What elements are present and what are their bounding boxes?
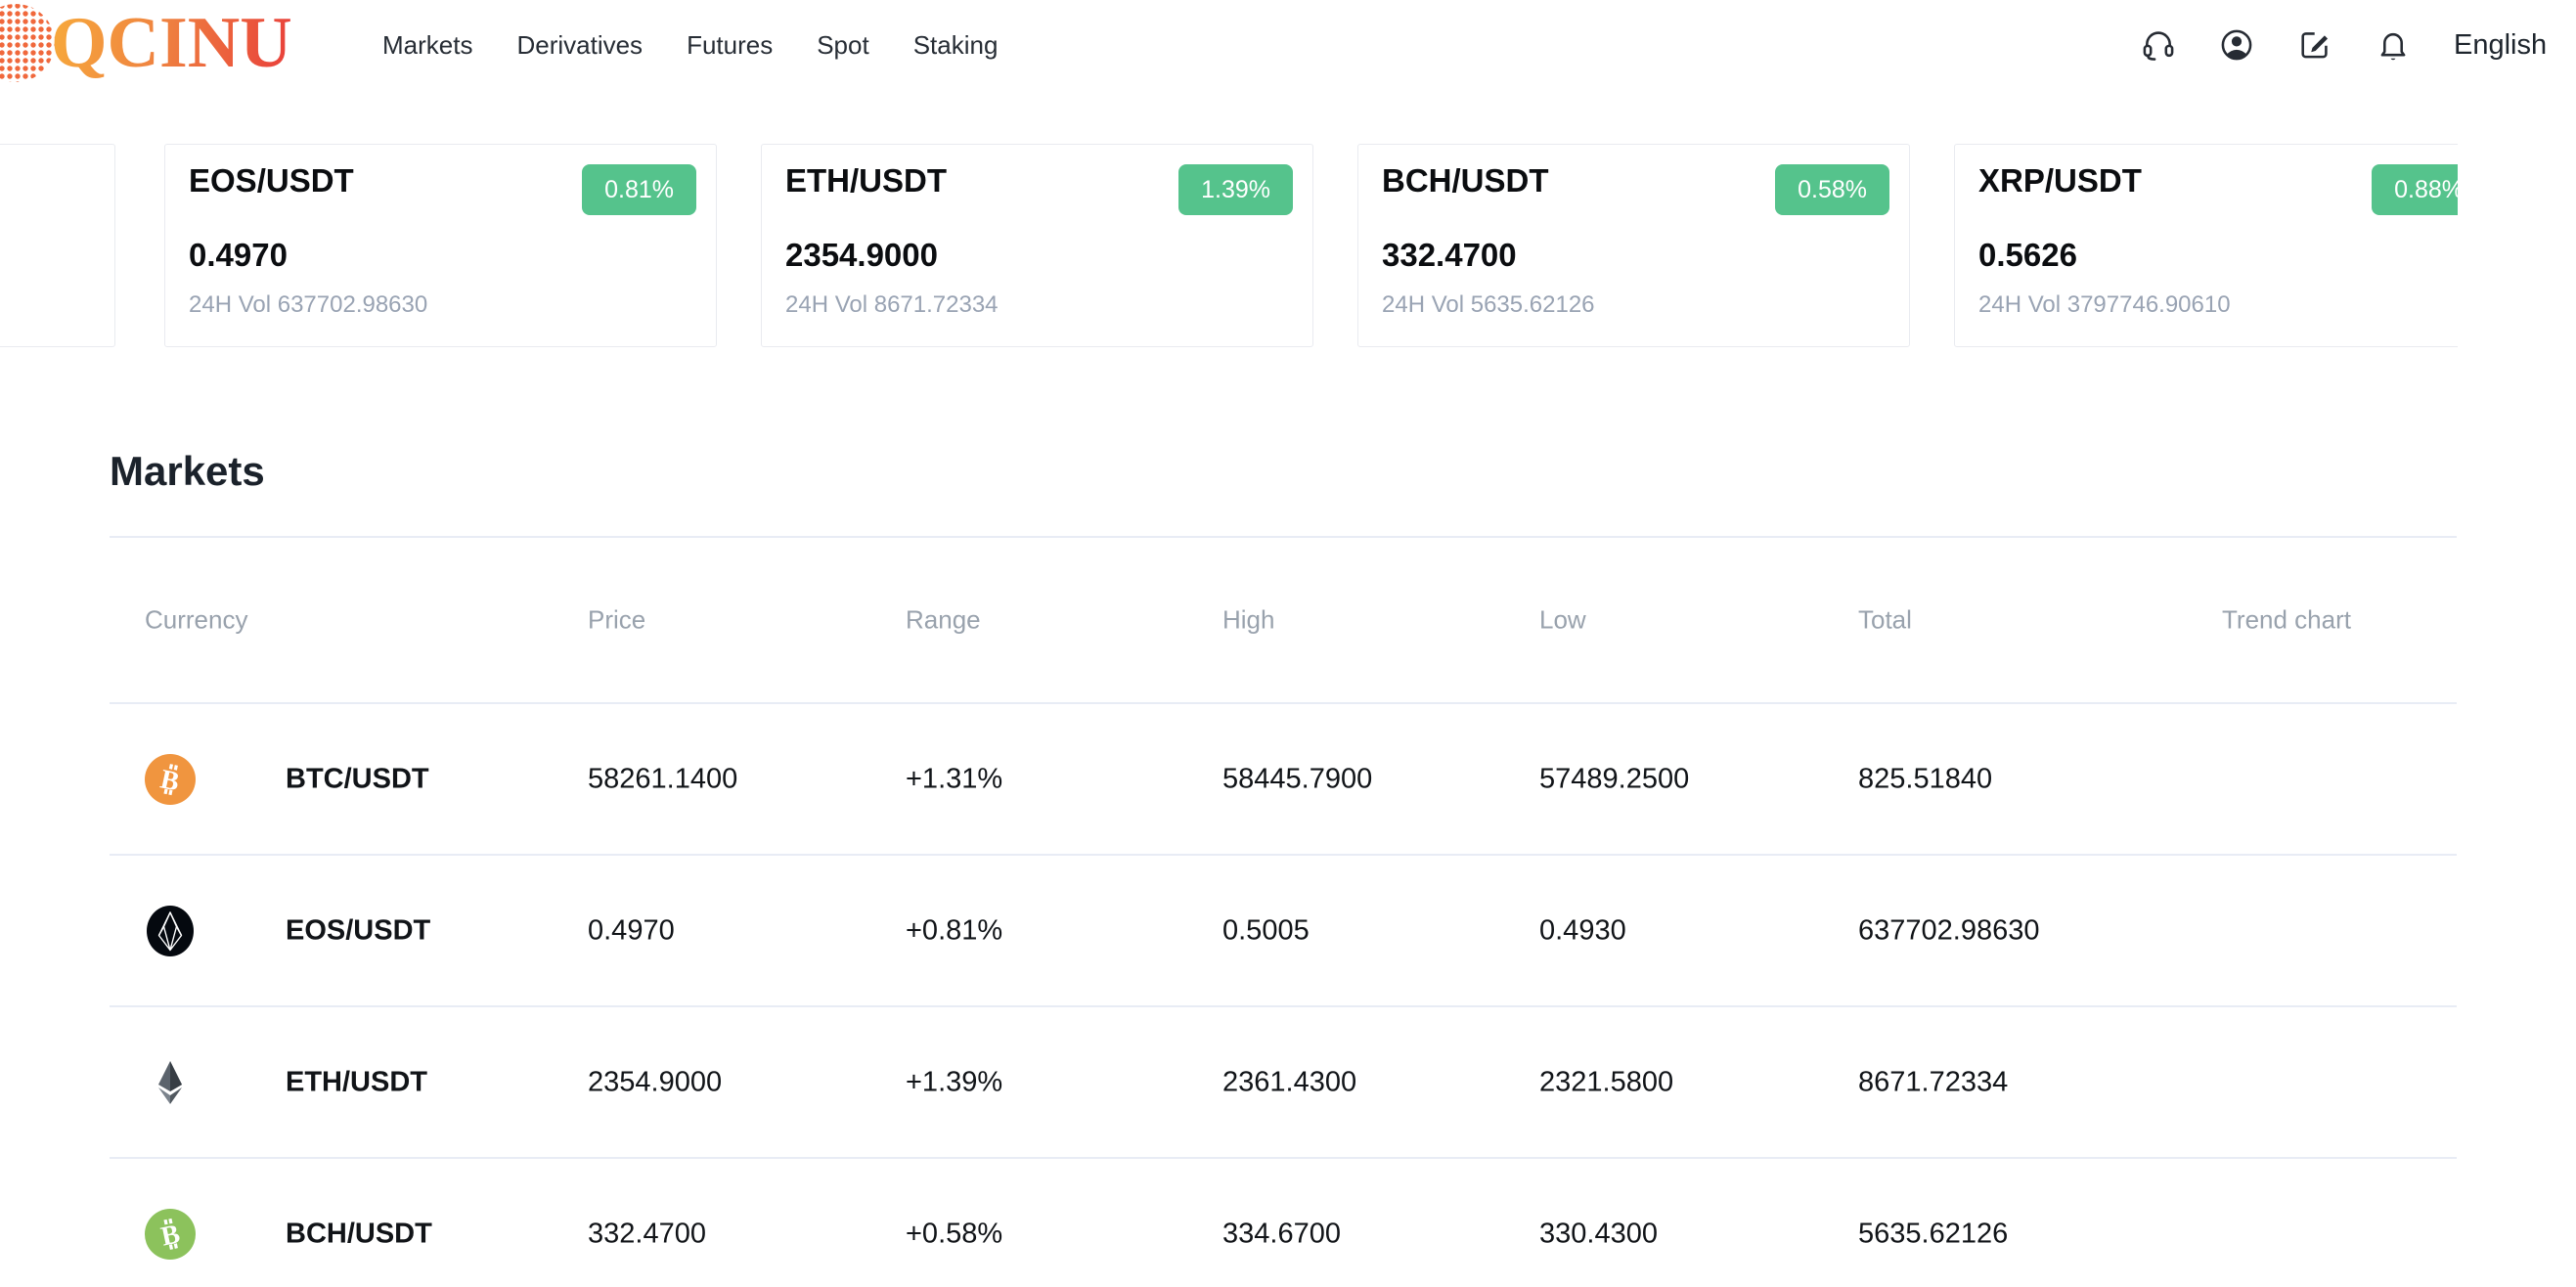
change-badge: 0.58% xyxy=(1775,164,1889,215)
col-header-total: Total xyxy=(1858,604,1912,635)
btc-icon: B xyxy=(145,753,196,805)
brand-wordmark: QCINU xyxy=(51,3,292,83)
change-badge: 0.88% xyxy=(2372,164,2458,215)
bch-icon: B xyxy=(145,1208,196,1260)
markets-table: Currency Price Range High Low Total Tren… xyxy=(110,536,2457,1287)
price-cell: 332.4700 xyxy=(588,1218,706,1249)
ticker-price: 0.4970 xyxy=(189,237,288,273)
ticker-volume: 24H Vol 8671.72334 xyxy=(785,291,999,318)
ticker-pair: EOS/USDT xyxy=(189,162,354,199)
range-cell: +1.31% xyxy=(906,763,1003,794)
low-cell: 57489.2500 xyxy=(1539,763,1690,794)
pair-label: BTC/USDT xyxy=(286,763,429,794)
table-row-eth[interactable]: ETH/USDT 2354.9000 +1.39% 2361.4300 2321… xyxy=(110,1005,2457,1157)
ticker-card-partial[interactable] xyxy=(0,144,115,347)
support-headset-icon[interactable] xyxy=(2141,27,2176,63)
ticker-volume: 24H Vol 5635.62126 xyxy=(1382,291,1595,318)
col-header-range: Range xyxy=(906,604,981,635)
page-title: Markets xyxy=(110,448,265,494)
brand-dotted-globe-icon xyxy=(0,4,55,82)
nav-item-spot[interactable]: Spot xyxy=(817,29,869,60)
notifications-bell-icon[interactable] xyxy=(2376,27,2411,63)
low-cell: 2321.5800 xyxy=(1539,1066,1674,1097)
nav-item-derivatives[interactable]: Derivatives xyxy=(516,29,644,60)
ticker-volume: 24H Vol 637702.98630 xyxy=(189,291,428,318)
ticker-card-eos[interactable]: EOS/USDT 0.81% 0.4970 24H Vol 637702.986… xyxy=(164,144,717,347)
pair-label: BCH/USDT xyxy=(286,1218,432,1249)
high-cell: 334.6700 xyxy=(1222,1218,1341,1249)
low-cell: 330.4300 xyxy=(1539,1218,1658,1249)
total-cell: 8671.72334 xyxy=(1858,1066,2009,1097)
nav-item-staking[interactable]: Staking xyxy=(912,29,999,60)
table-row-eos[interactable]: EOS/USDT 0.4970 +0.81% 0.5005 0.4930 637… xyxy=(110,854,2457,1005)
change-badge: 0.81% xyxy=(582,164,696,215)
table-header-row: Currency Price Range High Low Total Tren… xyxy=(110,536,2457,702)
range-cell: +0.58% xyxy=(906,1218,1003,1249)
total-cell: 637702.98630 xyxy=(1858,914,2040,946)
range-cell: +1.39% xyxy=(906,1066,1003,1097)
col-header-high: High xyxy=(1222,604,1275,635)
ticker-price: 332.4700 xyxy=(1382,237,1517,273)
high-cell: 2361.4300 xyxy=(1222,1066,1357,1097)
high-cell: 58445.7900 xyxy=(1222,763,1373,794)
col-header-price: Price xyxy=(588,604,646,635)
main-nav: Markets Derivatives Futures Spot Staking xyxy=(382,0,998,90)
total-cell: 5635.62126 xyxy=(1858,1218,2009,1249)
ticker-carousel: EOS/USDT 0.81% 0.4970 24H Vol 637702.986… xyxy=(0,144,2458,353)
ticker-card-xrp[interactable]: XRP/USDT 0.88% 0.5626 24H Vol 3797746.90… xyxy=(1954,144,2458,347)
high-cell: 0.5005 xyxy=(1222,914,1310,946)
eos-icon xyxy=(145,905,196,956)
ticker-card-bch[interactable]: BCH/USDT 0.58% 332.4700 24H Vol 5635.621… xyxy=(1357,144,1910,347)
price-cell: 58261.1400 xyxy=(588,763,738,794)
account-user-icon[interactable] xyxy=(2219,27,2254,63)
top-actions: English xyxy=(2141,0,2547,90)
ticker-volume: 24H Vol 3797746.90610 xyxy=(1978,291,2231,318)
ticker-price: 2354.9000 xyxy=(785,237,938,273)
price-cell: 0.4970 xyxy=(588,914,675,946)
nav-item-markets[interactable]: Markets xyxy=(382,29,473,60)
pair-label: ETH/USDT xyxy=(286,1066,427,1097)
col-header-trend-chart: Trend chart xyxy=(2222,604,2351,635)
range-cell: +0.81% xyxy=(906,914,1003,946)
col-header-currency: Currency xyxy=(145,604,248,635)
ticker-pair: ETH/USDT xyxy=(785,162,947,199)
pair-label: EOS/USDT xyxy=(286,914,431,946)
register-edit-icon[interactable] xyxy=(2297,27,2332,63)
top-navigation-bar: QCINU Markets Derivatives Futures Spot S… xyxy=(0,0,2576,90)
ticker-pair: BCH/USDT xyxy=(1382,162,1549,199)
ticker-pair: XRP/USDT xyxy=(1978,162,2142,199)
change-badge: 1.39% xyxy=(1178,164,1293,215)
ticker-price: 0.5626 xyxy=(1978,237,2077,273)
table-row-btc[interactable]: B BTC/USDT 58261.1400 +1.31% 58445.7900 … xyxy=(110,702,2457,854)
eth-icon xyxy=(145,1057,196,1108)
col-header-low: Low xyxy=(1539,604,1586,635)
table-row-bch[interactable]: B BCH/USDT 332.4700 +0.58% 334.6700 330.… xyxy=(110,1157,2457,1287)
ticker-card-eth[interactable]: ETH/USDT 1.39% 2354.9000 24H Vol 8671.72… xyxy=(761,144,1313,347)
language-selector[interactable]: English xyxy=(2454,28,2548,61)
low-cell: 0.4930 xyxy=(1539,914,1626,946)
price-cell: 2354.9000 xyxy=(588,1066,723,1097)
nav-item-futures[interactable]: Futures xyxy=(687,29,774,60)
total-cell: 825.51840 xyxy=(1858,763,1993,794)
